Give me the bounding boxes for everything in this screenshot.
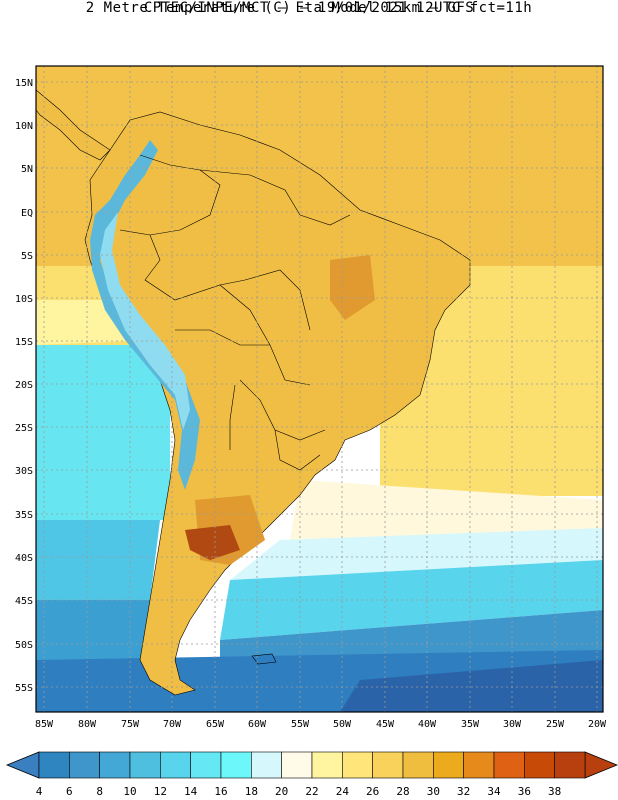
lat-label: 35S: [15, 510, 33, 521]
colorbar-label: 24: [336, 785, 350, 798]
colorbar-swatch: [251, 751, 282, 779]
lat-label: 40S: [15, 553, 33, 564]
map-title-line-2: 2 Metre Temperature (C) – 19/01/2021 12U…: [85, 0, 533, 16]
lat-label: 25S: [15, 423, 33, 434]
colorbar-swatch: [433, 751, 464, 779]
lon-label: 25W: [546, 719, 565, 730]
colorbar-swatch: [99, 751, 131, 779]
colorbar-label: 6: [66, 785, 73, 798]
map-frame: [35, 65, 604, 713]
colorbar-label: 38: [548, 785, 561, 798]
lon-label: 45W: [376, 719, 395, 730]
lat-label: 15S: [15, 337, 33, 348]
colorbar-label: 30: [427, 785, 440, 798]
colorbar-label: 22: [305, 785, 318, 798]
lon-label: 85W: [35, 719, 54, 730]
colorbar-label: 34: [487, 785, 501, 798]
ocean-cool-east: [230, 528, 603, 580]
andes-cool-band: [90, 140, 200, 490]
colorbar-label: 8: [96, 785, 103, 798]
lon-label: 20W: [588, 719, 607, 730]
falkland-islands: [251, 653, 277, 665]
lon-label: 60W: [248, 719, 267, 730]
lon-label: 40W: [418, 719, 437, 730]
map-field: [36, 66, 603, 712]
lon-label: 35W: [461, 719, 480, 730]
map-title-line-1: CPTEC/INPE/MCT – Eta Model 15km – GFS: [143, 0, 475, 16]
lat-label: 5N: [21, 164, 33, 175]
colorbar-swatch: [190, 751, 222, 779]
colorbar-label: 12: [154, 785, 167, 798]
lat-label: 45S: [15, 596, 33, 607]
lat-label: 55S: [15, 683, 33, 694]
lat-label: 15N: [15, 78, 33, 89]
colorbar-label: 16: [214, 785, 227, 798]
land-hot-patch-1: [330, 255, 375, 320]
colorbar-label: 32: [457, 785, 470, 798]
colorbar-label: 10: [123, 785, 136, 798]
lat-label: 30S: [15, 466, 33, 477]
ocean-cool-west: [36, 345, 170, 520]
colorbar-swatch: [402, 751, 434, 779]
colorbar-right-arrow: [584, 751, 618, 779]
country-borders: [119, 154, 351, 471]
lon-label: 30W: [503, 719, 522, 730]
colorbar-labels: 4 6 8 10 12 14 16 18 20 22 24 26 28 30 32 34 36 38: [36, 785, 562, 798]
colorbar: 4 6 8 10 12 14 16 18 20 22 24 26 28 30 32 34 36 38: [5, 751, 618, 798]
colorbar-swatch: [463, 751, 495, 779]
colorbar-swatch: [281, 751, 313, 779]
colorbar-label: 36: [518, 785, 531, 798]
colorbar-left-arrow: [5, 751, 40, 779]
south-america-land: [84, 111, 471, 696]
lat-label: 10S: [15, 294, 33, 305]
ocean-cold-band: [36, 600, 150, 660]
colorbar-swatch: [69, 751, 100, 779]
lat-label: 50S: [15, 640, 33, 651]
colorbar-swatches: [38, 751, 586, 779]
colorbar-swatch: [372, 751, 404, 779]
colorbar-label: 26: [366, 785, 379, 798]
lon-label: 70W: [163, 719, 182, 730]
colorbar-swatch: [311, 751, 343, 779]
lon-label: 80W: [78, 719, 97, 730]
colorbar-swatch: [493, 751, 525, 779]
colorbar-swatch: [38, 751, 70, 779]
lat-label: 5S: [21, 251, 33, 262]
colorbar-label: 18: [245, 785, 258, 798]
longitude-labels: 85W 80W 75W 70W 65W 60W 55W 50W 45W 40W …: [35, 719, 607, 730]
colorbar-label: 4: [36, 785, 43, 798]
colorbar-swatch: [524, 751, 555, 779]
lon-label: 65W: [206, 719, 225, 730]
colorbar-label: 20: [275, 785, 288, 798]
lat-label: 10N: [15, 121, 33, 132]
colorbar-swatch: [220, 751, 252, 779]
ocean-cooler-band: [36, 520, 160, 600]
land-hottest-patch: [185, 525, 240, 560]
colorbar-swatch: [342, 751, 373, 779]
colorbar-swatch: [554, 751, 586, 779]
lon-label: 75W: [121, 719, 140, 730]
colorbar-swatch: [129, 751, 161, 779]
colorbar-label: 14: [184, 785, 198, 798]
colorbar-label: 28: [396, 785, 409, 798]
latitude-labels: 15N 10N 5N EQ 5S 10S 15S 20S 25S 30S 35S…: [15, 78, 33, 694]
lon-label: 55W: [291, 719, 310, 730]
lon-label: 50W: [333, 719, 352, 730]
ocean-pale-band-east: [290, 480, 603, 540]
colorbar-swatch: [160, 751, 191, 779]
lat-label: 20S: [15, 380, 33, 391]
lat-label: EQ: [21, 208, 33, 219]
ocean-coldest-band: [340, 660, 603, 712]
andes-warm-inner: [100, 212, 190, 430]
